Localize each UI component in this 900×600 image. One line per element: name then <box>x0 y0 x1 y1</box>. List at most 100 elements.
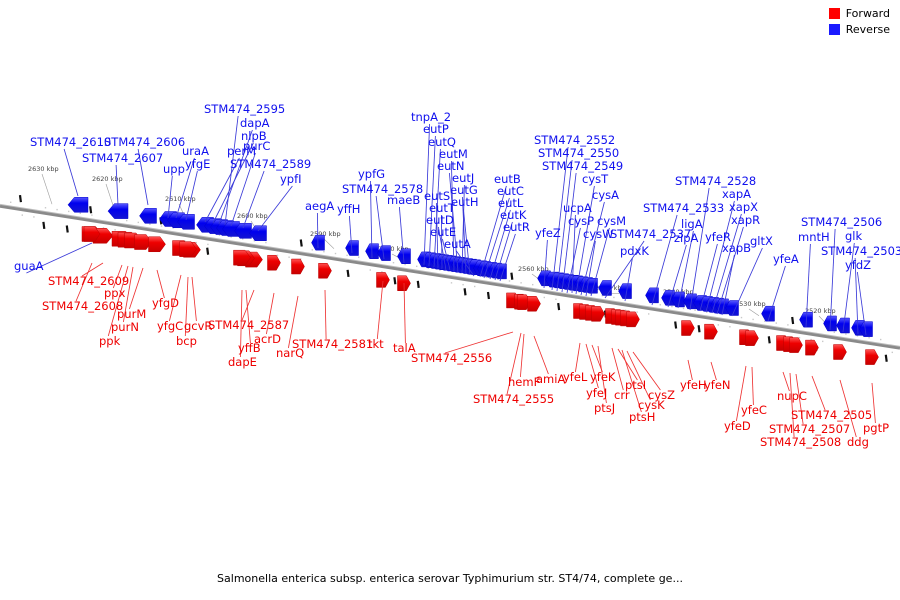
gene-label[interactable]: perM <box>227 144 256 158</box>
gene-arrow-reverse[interactable] <box>107 203 129 219</box>
gene-arrow-reverse[interactable] <box>377 245 391 261</box>
gene-arrow-reverse[interactable] <box>67 197 89 213</box>
gene-label[interactable]: yfgE <box>185 157 210 171</box>
gene-label[interactable]: acrD <box>254 332 281 346</box>
gene-arrow-reverse[interactable] <box>139 208 157 224</box>
gene-label[interactable]: yfeZ <box>535 226 561 240</box>
gene-label[interactable]: yfgC <box>157 319 183 333</box>
gene-label[interactable]: aegA <box>305 199 334 213</box>
gene-label[interactable]: ypfG <box>358 167 385 181</box>
gene-arrow-forward[interactable] <box>179 241 197 257</box>
gene-label[interactable]: gltX <box>750 234 773 248</box>
gene-label[interactable]: STM474_2537 <box>610 227 691 241</box>
gene-label[interactable]: yfeC <box>741 403 767 417</box>
gene-label[interactable]: STM474_2506 <box>801 215 882 229</box>
gene-arrow-reverse[interactable] <box>859 321 873 337</box>
gene-arrow-reverse[interactable] <box>683 293 697 310</box>
gene-arrow-reverse[interactable] <box>618 283 632 299</box>
gene-label[interactable]: ptsH <box>629 410 655 424</box>
gene-label[interactable]: cysZ <box>648 388 675 402</box>
gene-label[interactable]: eutT <box>429 201 456 215</box>
gene-label[interactable]: glk <box>845 229 862 243</box>
gene-label[interactable]: purM <box>117 307 146 321</box>
gene-label[interactable]: eutJ <box>452 171 474 185</box>
gene-label[interactable]: yfeH <box>680 378 707 392</box>
gene-label[interactable]: ppx <box>104 286 126 300</box>
gene-arrow-reverse[interactable] <box>249 225 267 241</box>
gene-label[interactable]: yfeA <box>773 252 799 266</box>
gene-arrow-forward[interactable] <box>591 306 605 322</box>
gene-label[interactable]: xapB <box>722 241 751 255</box>
gene-arrow-reverse[interactable] <box>222 221 240 237</box>
gene-label[interactable]: eutN <box>437 159 464 173</box>
gene-label[interactable]: STM474_2555 <box>473 392 554 406</box>
gene-arrow-forward[interactable] <box>291 258 305 275</box>
gene-label[interactable]: nupC <box>777 389 807 403</box>
gene-label[interactable]: eutD <box>426 213 454 227</box>
gene-label[interactable]: zipA <box>674 231 699 245</box>
gene-label[interactable]: yffH <box>337 202 360 216</box>
gene-label[interactable]: STM474_2587 <box>208 318 289 332</box>
gene-label[interactable]: gcvR <box>184 319 212 333</box>
gene-arrow-forward[interactable] <box>745 330 759 346</box>
gene-label[interactable]: ddg <box>847 435 869 449</box>
gene-label[interactable]: ptsJ <box>594 401 615 415</box>
gene-label[interactable]: ucpA <box>563 201 592 215</box>
gene-label[interactable]: maeB <box>387 193 420 207</box>
gene-label[interactable]: xapR <box>731 213 760 227</box>
gene-label[interactable]: ligA <box>681 217 703 231</box>
gene-label[interactable]: STM474_2556 <box>411 351 492 365</box>
gene-label[interactable]: yfeK <box>590 370 616 384</box>
gene-arrow-reverse[interactable] <box>397 248 411 264</box>
gene-label[interactable]: yffB <box>238 341 261 355</box>
gene-label[interactable]: STM474_2505 <box>791 408 872 422</box>
gene-label[interactable]: tnpA_2 <box>411 110 451 124</box>
gene-label[interactable]: eutM <box>439 147 468 161</box>
gene-label[interactable]: cysT <box>582 172 609 186</box>
gene-label[interactable]: uraA <box>182 144 209 158</box>
gene-label[interactable]: eutA <box>444 237 471 251</box>
gene-label[interactable]: STM474_2610 <box>30 135 111 149</box>
gene-label[interactable]: dapE <box>228 355 257 369</box>
legend-item-reverse[interactable]: Reverse <box>828 24 890 35</box>
gene-arrow-forward[interactable] <box>805 339 819 356</box>
gene-label[interactable]: yfeR <box>705 230 731 244</box>
gene-label[interactable]: STM474_2607 <box>82 151 163 165</box>
gene-label[interactable]: purC <box>243 139 270 153</box>
gene-label[interactable]: eutQ <box>428 135 456 149</box>
gene-label[interactable]: cysK <box>638 398 665 412</box>
gene-arrow-reverse[interactable] <box>715 298 729 315</box>
gene-arrow-forward[interactable] <box>681 320 695 336</box>
gene-label[interactable]: eutP <box>423 122 449 136</box>
gene-label[interactable]: pdxK <box>620 244 649 258</box>
gene-label[interactable]: ypfI <box>280 172 302 186</box>
gene-arrow-forward[interactable] <box>527 296 541 312</box>
gene-label[interactable]: pgtP <box>863 421 889 435</box>
gene-label[interactable]: STM474_2533 <box>643 201 724 215</box>
gene-arrow-forward[interactable] <box>789 337 803 353</box>
gene-arrow-forward[interactable] <box>704 323 718 340</box>
gene-label[interactable]: STM474_2552 <box>534 133 615 147</box>
gene-label[interactable]: STM474_2609 <box>48 274 129 288</box>
gene-label[interactable]: eutS <box>424 189 450 203</box>
gene-label[interactable]: eutH <box>451 195 479 209</box>
gene-label[interactable]: STM474_2549 <box>542 159 623 173</box>
gene-label[interactable]: STM474_2507 <box>769 422 850 436</box>
gene-arrow-reverse[interactable] <box>761 305 775 322</box>
gene-label[interactable]: upp <box>163 162 185 176</box>
gene-label[interactable]: eutC <box>497 184 524 198</box>
gene-label[interactable]: narQ <box>276 346 304 360</box>
gene-arrow-forward[interactable] <box>833 344 847 360</box>
gene-arrow-forward[interactable] <box>318 263 332 279</box>
gene-label[interactable]: amiA <box>536 372 565 386</box>
gene-label[interactable]: cysP <box>568 214 594 228</box>
gene-label[interactable]: ptsI <box>625 378 646 392</box>
gene-label[interactable]: cysM <box>597 214 626 228</box>
gene-label[interactable]: dapA <box>240 116 270 130</box>
gene-arrow-reverse[interactable] <box>598 280 612 296</box>
gene-label[interactable]: STM474_2578 <box>342 182 423 196</box>
gene-label[interactable]: STM474_2589 <box>230 157 311 171</box>
gene-arrow-forward[interactable] <box>865 349 879 365</box>
gene-label[interactable]: mntH <box>798 230 830 244</box>
gene-label[interactable]: crr <box>614 388 630 402</box>
